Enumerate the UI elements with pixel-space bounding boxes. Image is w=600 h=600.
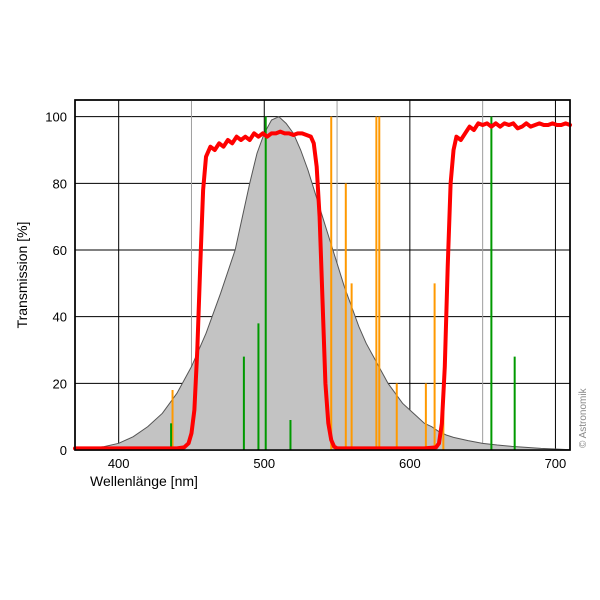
y-tick-label: 60	[53, 243, 67, 258]
copyright-label: © Astronomik	[578, 387, 589, 448]
y-tick-label: 20	[53, 376, 67, 391]
x-tick-label: 500	[253, 456, 275, 471]
y-tick-label: 100	[45, 110, 67, 125]
y-tick-label: 80	[53, 176, 67, 191]
x-tick-label: 600	[399, 456, 421, 471]
transmission-chart: 400 500 600 700 0 20 40 60 80 100 Wellenlänge [nm]…	[0, 0, 600, 600]
y-tick-label: 40	[53, 310, 67, 325]
y-tick-label: 0	[60, 443, 67, 458]
x-axis-label: Wellenlänge [nm]	[90, 473, 198, 489]
y-axis-label: Transmission [%]	[14, 222, 30, 329]
x-tick-label: 700	[545, 456, 567, 471]
x-tick-label: 400	[108, 456, 130, 471]
